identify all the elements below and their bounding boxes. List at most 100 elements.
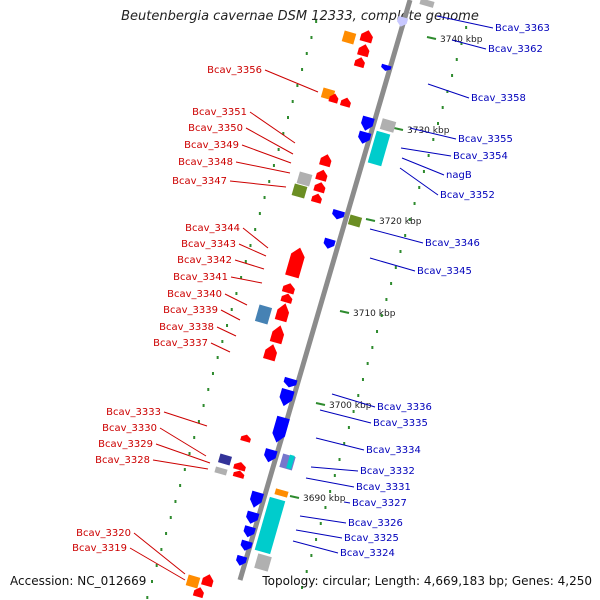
leader-line — [235, 161, 291, 174]
gene-label-left: Bcav_3350 — [188, 123, 243, 134]
guide-dot — [155, 564, 158, 567]
gene-label-right: Bcav_3358 — [471, 93, 526, 104]
gene-label-left: Bcav_3340 — [167, 289, 222, 300]
leader-line — [229, 180, 287, 188]
gene-arrow — [353, 57, 365, 69]
kbp-label: 3720 kbp — [379, 217, 422, 227]
guide-dot — [272, 164, 275, 167]
gene-label-right: Bcav_3334 — [366, 445, 421, 456]
leader-line — [427, 83, 470, 99]
guide-dot — [394, 266, 397, 269]
guide-dot — [207, 388, 210, 391]
gene-arrow — [240, 434, 251, 443]
guide-dot — [361, 378, 364, 381]
guide-dot — [427, 154, 430, 157]
guide-dot — [399, 250, 402, 253]
guide-dot — [183, 468, 186, 471]
leader-line — [159, 427, 207, 457]
leader-line — [292, 540, 339, 554]
gene-label-left: Bcav_3348 — [178, 157, 233, 168]
guide-dot — [301, 586, 303, 589]
leader-line — [319, 409, 372, 424]
guide-dot — [329, 490, 332, 493]
guide-dot — [305, 52, 308, 55]
guide-dot — [258, 212, 261, 215]
leader-line — [216, 326, 237, 337]
gene-label-right: Bcav_3327 — [352, 498, 407, 509]
gene-arrow — [192, 587, 204, 599]
leader-line — [315, 437, 365, 451]
guide-dot — [437, 122, 439, 125]
leader-line — [451, 39, 487, 50]
leader-line — [152, 459, 209, 470]
guide-dot — [347, 426, 350, 429]
gene-arrow — [381, 63, 392, 71]
gene-arrow — [319, 154, 332, 168]
guide-dot — [240, 276, 243, 279]
gene-label-left: Bcav_3338 — [159, 322, 214, 333]
guide-dot — [390, 282, 393, 285]
gene-arrow — [361, 115, 375, 131]
leader-line — [224, 293, 248, 306]
guide-dot — [165, 532, 168, 535]
gene-label-right: Bcav_3331 — [356, 482, 411, 493]
guide-dot — [376, 330, 379, 333]
kbp-tick — [339, 310, 350, 314]
guide-dot — [291, 100, 294, 103]
guide-dot — [287, 116, 289, 119]
guide-dot — [301, 68, 304, 71]
guide-dot — [254, 228, 257, 231]
kbp-label: 3740 kbp — [440, 35, 483, 45]
leader-line — [369, 228, 424, 244]
leader-line — [409, 127, 457, 140]
gene-label-left: Bcav_3341 — [173, 272, 228, 283]
gene-label-right: Bcav_3363 — [495, 23, 550, 34]
guide-dot — [179, 484, 182, 487]
gene-arrow — [397, 15, 409, 27]
gene-arrow — [332, 209, 346, 220]
leader-line — [249, 111, 296, 144]
guide-dot — [408, 218, 411, 221]
accession-text: Accession: NC_012669 — [10, 574, 147, 588]
gene-label-right: Bcav_3324 — [340, 548, 395, 559]
kbp-label: 3690 kbp — [303, 494, 346, 504]
guide-dot — [413, 202, 416, 205]
guide-dot — [169, 516, 172, 519]
leader-line — [242, 227, 269, 249]
gene-label-right: nagB — [446, 170, 472, 181]
guide-dot — [357, 394, 360, 397]
guide-dot — [193, 436, 196, 439]
guide-dot — [230, 308, 233, 311]
gene-arrow — [263, 344, 277, 362]
leader-line — [220, 309, 241, 321]
gene-arrow — [358, 130, 372, 144]
guide-dot — [455, 58, 458, 61]
guide-dot — [451, 74, 454, 77]
gene-arrow — [279, 388, 295, 407]
gene-label-right: Bcav_3352 — [440, 190, 495, 201]
gene-label-left: Bcav_3337 — [153, 338, 208, 349]
leader-line — [133, 532, 186, 575]
gene-label-right: Bcav_3335 — [373, 418, 428, 429]
gene-arrow — [236, 554, 248, 566]
leader-line — [129, 547, 186, 581]
kbp-tick — [289, 495, 300, 499]
guide-dot — [418, 186, 421, 189]
guide-dot — [277, 148, 280, 151]
guide-dot — [319, 522, 322, 525]
kbp-label: 3730 kbp — [407, 126, 450, 136]
gene-arrow — [250, 490, 264, 508]
map-title: Beutenbergia cavernae DSM 12333, complet… — [121, 9, 479, 24]
gene-label-right: Bcav_3354 — [453, 151, 508, 162]
gene-arrow — [264, 448, 278, 463]
guide-dot — [315, 538, 318, 541]
kbp-label: 3710 kbp — [353, 309, 396, 319]
leader-line — [238, 243, 267, 257]
leader-line — [401, 157, 445, 176]
gene-block — [286, 454, 295, 470]
gene-label-right: Bcav_3362 — [488, 44, 543, 55]
leader-line — [299, 515, 347, 524]
gene-arrow — [269, 325, 285, 345]
kbp-tick — [365, 218, 376, 222]
